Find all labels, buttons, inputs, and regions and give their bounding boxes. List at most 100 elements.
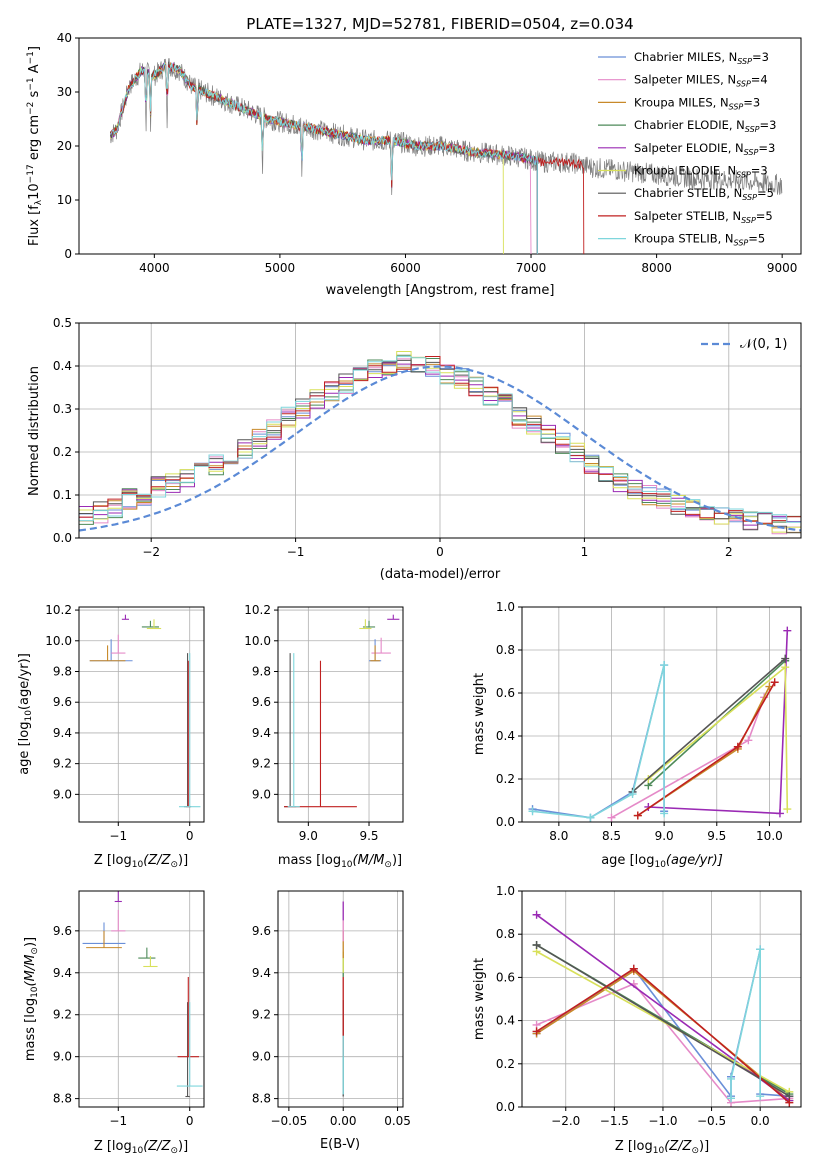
y-tick-label: 9.4 [53,966,72,980]
y-tick-label: 9.6 [252,695,271,709]
y-tick-label: 0.6 [496,970,515,984]
gaussian-legend-label: 𝒩(0, 1) [740,337,787,352]
y-tick-label: 9.4 [252,726,271,740]
z-mass-xticks: −1 0 [109,1107,194,1128]
weight-marker [528,807,537,816]
weight-line [536,914,790,1102]
x-tick-label: −1.5 [600,1114,629,1128]
y-tick-label: 0 [64,247,72,261]
x-tick-label: 8.5 [602,829,621,843]
weight-line [611,697,765,819]
x-tick-label: −2.0 [551,1114,580,1128]
x-tick-label: 8.0 [549,829,568,843]
model-spectrum-line [109,61,538,254]
x-tick-label: 8000 [641,261,672,275]
spectrum-yticks: 0 10 20 30 40 [57,31,79,261]
mass-age-panel: 9.0 9.5 9.0 9.2 9.4 9.6 9.8 10.0 10.2 mass [log… [244,603,404,870]
ebv-mass-grid [278,891,403,1107]
x-tick-label: 0.05 [384,1114,411,1128]
age-weight-ylabel: mass weight [472,673,487,755]
z-weight-lines [532,910,794,1107]
x-tick-label: 5000 [265,261,296,275]
z-age-yticks: 9.0 9.2 9.4 9.6 9.8 10.0 10.2 [45,603,79,801]
x-tick-label: 7000 [516,261,547,275]
x-tick-label: 9.0 [299,829,318,843]
weight-marker [744,736,753,745]
z-weight-yticks: 0.0 0.2 0.4 0.6 0.8 1.0 [496,884,522,1114]
y-tick-label: 9.2 [252,757,271,771]
y-tick-label: 9.2 [53,1008,72,1022]
legend-label: Kroupa STELIB, NSSP=5 [634,232,765,248]
x-tick-label: −1 [287,545,305,559]
y-tick-label: 0.8 [496,643,515,657]
ebv-mass-frame [277,890,404,1108]
residuals-xlabel: (data-model)/error [380,567,501,582]
y-tick-label: 0.4 [53,359,72,373]
weight-marker [783,626,792,635]
x-tick-label: 0 [186,1114,194,1128]
y-tick-label: 9.0 [53,787,72,801]
mass-age-xlabel: mass [log10(M/M⊙)] [278,853,402,870]
y-tick-label: 0.0 [496,815,515,829]
y-tick-label: 0.6 [496,686,515,700]
x-tick-label: −0.05 [270,1114,307,1128]
x-tick-label: 0.0 [751,1114,770,1128]
weight-marker [756,1092,765,1101]
weight-marker [783,805,792,814]
weight-marker [660,661,669,670]
x-tick-label: −1 [109,1114,127,1128]
residuals-grid [79,322,801,539]
y-tick-label: 20 [57,139,72,153]
weight-line [532,664,665,819]
y-tick-label: 9.0 [252,787,271,801]
weight-marker [532,941,541,949]
y-tick-label: 30 [57,85,72,99]
y-tick-label: 1.0 [496,600,515,614]
weight-line [730,949,761,1099]
legend-label: Salpeter ELODIE, NSSP=3 [634,141,775,157]
x-tick-label: 0.00 [330,1114,357,1128]
y-tick-label: 9.8 [53,665,72,679]
weight-line [637,686,771,817]
age-weight-lines [528,626,792,822]
y-tick-label: 8.8 [252,1092,271,1106]
residuals-ylabel: Normed distribution [27,366,42,496]
model-spectrum-line [109,61,538,254]
legend-label: Kroupa MILES, NSSP=3 [634,95,760,111]
z-age-xticks: −1 0 [109,822,194,843]
weight-line [631,657,786,793]
x-tick-label: −2 [142,545,160,559]
legend-label: Chabrier MILES, NSSP=3 [634,50,769,66]
residual-histogram [79,356,801,523]
weight-marker [733,742,742,751]
y-tick-label: 0.1 [53,488,72,502]
y-tick-label: 0.0 [53,531,72,545]
z-mass-ylabel: mass [log10(M/M⊙)] [23,937,40,1061]
spectrum-xticks: 4000 5000 6000 7000 8000 9000 [139,254,797,275]
y-tick-label: 9.6 [252,924,271,938]
weight-marker [785,1098,794,1107]
ebv-mass-xlabel: E(B-V) [320,1137,360,1152]
age-weight-xticks: 8.0 8.5 9.0 9.5 10.0 [549,822,783,843]
legend-label: Salpeter MILES, NSSP=4 [634,73,768,89]
model-spectrum-line [109,61,504,255]
residuals-xticks: −2 −1 0 1 2 [142,538,733,559]
y-tick-label: 40 [57,31,72,45]
y-tick-label: 10 [57,193,72,207]
legend-label: Chabrier STELIB, NSSP=5 [634,186,774,202]
z-age-errorbars [89,614,201,808]
spectrum-legend: Chabrier MILES, NSSP=3 Salpeter MILES, NS… [598,50,776,248]
y-tick-label: 0.2 [53,445,72,459]
weight-line [536,982,790,1104]
age-weight-frame [521,606,802,823]
legend-label: Salpeter STELIB, NSSP=5 [634,209,773,225]
y-tick-label: 9.6 [53,695,72,709]
mass-age-errorbars [284,614,400,808]
weight-marker [781,663,790,672]
y-tick-label: 10.2 [45,603,72,617]
weight-line [536,944,790,1097]
mass-age-yticks: 9.0 9.2 9.4 9.6 9.8 10.0 10.2 [244,603,278,801]
age-weight-xlabel: age [log10(age/yr)] [601,853,723,870]
y-tick-label: 0.8 [496,927,515,941]
spectrum-ylabel: Flux [fλ10−17 erg cm−2 s−1 A−1] [26,46,44,246]
